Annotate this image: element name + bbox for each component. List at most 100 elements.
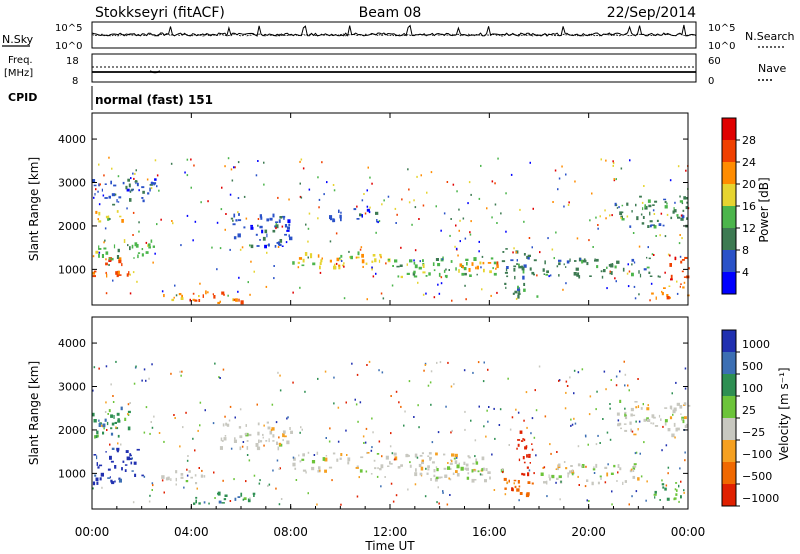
power-colorbar-label: Power [dB] xyxy=(757,177,771,242)
range-cell xyxy=(565,282,567,285)
range-cell xyxy=(381,371,384,374)
range-cell xyxy=(242,498,245,501)
range-cell xyxy=(431,441,434,444)
range-cell xyxy=(300,158,303,161)
range-cell xyxy=(93,366,96,369)
range-cell xyxy=(448,269,450,271)
range-cell xyxy=(186,174,189,177)
range-cell xyxy=(131,188,133,191)
range-cell xyxy=(526,255,529,259)
range-cell xyxy=(506,266,509,269)
range-cell xyxy=(558,463,561,467)
range-cell xyxy=(566,385,569,387)
range-cell xyxy=(497,157,499,160)
freq-trace-dip xyxy=(149,70,161,74)
range-cell xyxy=(543,481,547,484)
range-cell xyxy=(135,169,137,172)
range-cell xyxy=(465,298,467,301)
range-cell xyxy=(264,229,268,234)
range-cell xyxy=(371,446,373,449)
range-cell xyxy=(674,488,677,491)
range-cell xyxy=(597,434,599,437)
range-cell xyxy=(321,161,323,164)
range-cell xyxy=(298,454,300,457)
range-cell xyxy=(678,484,680,488)
range-cell xyxy=(127,178,130,182)
range-cell xyxy=(468,181,471,184)
range-cell xyxy=(373,459,376,462)
range-cell xyxy=(523,461,526,464)
range-cell xyxy=(101,188,103,192)
range-cell xyxy=(651,253,654,256)
range-cell xyxy=(684,451,686,454)
range-cell xyxy=(94,474,97,477)
range-cell xyxy=(529,161,531,164)
x-tick-label: 00:00 xyxy=(75,525,110,539)
range-cell xyxy=(234,166,236,169)
range-cell xyxy=(359,213,362,217)
range-cell xyxy=(355,467,359,469)
range-cell xyxy=(490,257,494,260)
range-cell xyxy=(599,215,601,218)
y-tick-label: 3000 xyxy=(58,177,86,190)
range-cell xyxy=(324,370,327,373)
range-cell xyxy=(588,413,591,416)
range-cell xyxy=(478,405,480,408)
range-cell xyxy=(627,384,629,387)
range-cell xyxy=(136,280,138,283)
range-cell xyxy=(653,254,655,256)
range-cell xyxy=(219,446,223,450)
range-cell xyxy=(279,467,281,470)
range-cell xyxy=(446,503,449,506)
range-cell xyxy=(409,464,412,468)
range-cell xyxy=(192,292,195,295)
range-cell xyxy=(556,467,559,471)
range-cell xyxy=(317,176,319,179)
range-cell xyxy=(109,476,111,478)
range-cell xyxy=(632,414,636,417)
range-cell xyxy=(183,486,185,489)
range-cell xyxy=(654,425,659,427)
range-cell xyxy=(565,391,567,394)
range-cell xyxy=(630,407,634,412)
range-cell xyxy=(299,195,302,198)
range-cell xyxy=(363,442,365,444)
range-cell xyxy=(574,260,577,262)
range-cell xyxy=(540,472,544,476)
range-cell xyxy=(272,469,274,472)
time-axis: 00:00 04:00 08:00 12:00 16:00 20:00 00:00 xyxy=(75,113,705,539)
range-cell xyxy=(534,389,536,392)
range-cell xyxy=(341,264,345,267)
range-cell xyxy=(618,422,622,426)
range-cell xyxy=(281,225,284,228)
range-cell xyxy=(98,163,100,166)
range-cell xyxy=(365,470,368,473)
range-cell xyxy=(118,274,122,276)
range-cell xyxy=(515,297,518,300)
range-cell xyxy=(333,402,335,405)
range-cell xyxy=(664,407,668,409)
range-cell xyxy=(501,260,506,263)
range-cell xyxy=(198,295,200,298)
range-cell xyxy=(456,190,458,193)
range-cell xyxy=(363,193,365,195)
range-cell xyxy=(684,459,686,462)
range-cell xyxy=(414,206,417,209)
range-cell xyxy=(678,500,680,503)
range-cell xyxy=(442,491,444,494)
range-cell xyxy=(387,465,390,467)
range-cell xyxy=(233,213,236,218)
range-cell xyxy=(336,257,340,262)
range-cell xyxy=(192,298,195,301)
range-cell xyxy=(131,470,134,472)
range-cell xyxy=(230,168,233,171)
range-cell xyxy=(517,287,520,291)
range-cell xyxy=(438,272,441,277)
range-cell xyxy=(243,497,247,500)
range-cell xyxy=(639,273,642,278)
colorbar-tick-label: 28 xyxy=(742,134,756,147)
range-cell xyxy=(653,224,655,227)
range-cell xyxy=(522,438,524,440)
range-cell xyxy=(129,198,132,202)
